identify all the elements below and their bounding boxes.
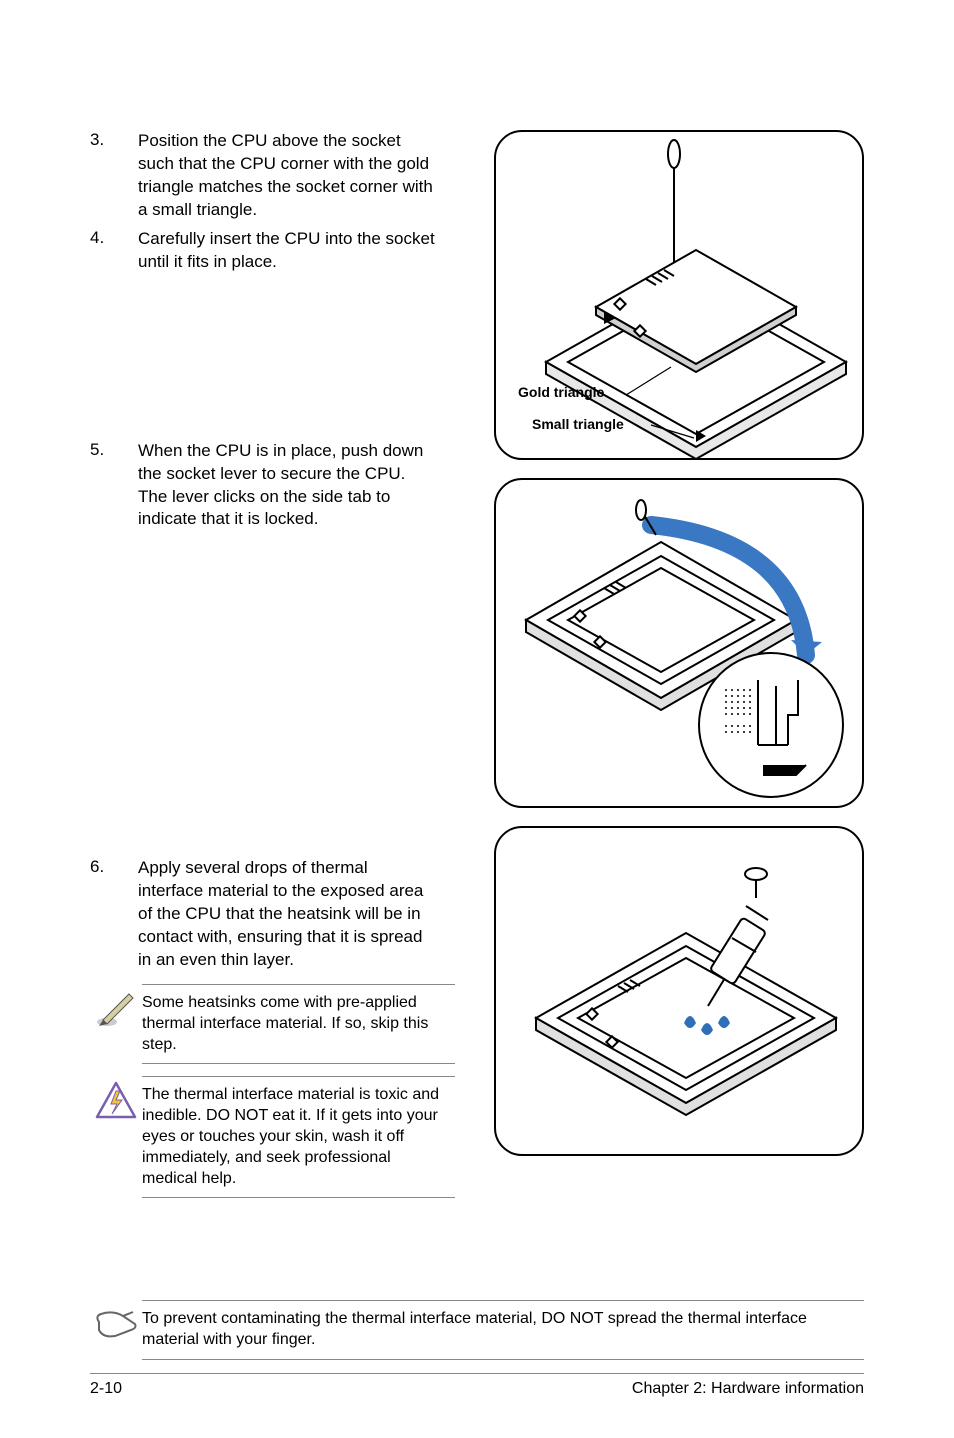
figure-thermal-paste	[494, 826, 864, 1156]
note-text: The thermal interface material is toxic …	[142, 1076, 455, 1198]
chapter-title: Chapter 2: Hardware information	[632, 1380, 864, 1398]
page-footer: 2-10 Chapter 2: Hardware information	[90, 1373, 864, 1398]
instructions-column: 3. Position the CPU above the socket suc…	[90, 130, 455, 1198]
note-do-not-spread: To prevent contaminating the thermal int…	[90, 1300, 864, 1360]
step-text: Apply several drops of thermal interface…	[138, 857, 455, 972]
step-text: When the CPU is in place, push down the …	[138, 440, 455, 532]
note-heatsink-preapplied: Some heatsinks come with pre-applied the…	[90, 984, 455, 1064]
note-toxic-warning: The thermal interface material is toxic …	[90, 1076, 455, 1198]
label-gold-triangle: Gold triangle	[518, 384, 604, 400]
step-4: 4. Carefully insert the CPU into the soc…	[90, 228, 455, 274]
step-number: 3.	[90, 130, 138, 150]
diagram-column: Gold triangle Small triangle	[494, 130, 864, 1156]
note-text: To prevent contaminating the thermal int…	[142, 1300, 864, 1360]
step-number: 6.	[90, 857, 138, 877]
page-number: 2-10	[90, 1380, 122, 1398]
pencil-icon	[90, 984, 142, 1030]
step-text: Carefully insert the CPU into the socket…	[138, 228, 455, 274]
step-number: 5.	[90, 440, 138, 460]
step-5: 5. When the CPU is in place, push down t…	[90, 440, 455, 532]
figure-cpu-insert: Gold triangle Small triangle	[494, 130, 864, 460]
step-number: 4.	[90, 228, 138, 248]
figure-lever-lock	[494, 478, 864, 808]
step-text: Position the CPU above the socket such t…	[138, 130, 455, 222]
step-6: 6. Apply several drops of thermal interf…	[90, 857, 455, 972]
warning-bolt-icon	[90, 1076, 142, 1124]
hand-note-icon	[90, 1300, 142, 1342]
step-3: 3. Position the CPU above the socket suc…	[90, 130, 455, 222]
label-small-triangle: Small triangle	[532, 416, 624, 432]
note-text: Some heatsinks come with pre-applied the…	[142, 984, 455, 1064]
